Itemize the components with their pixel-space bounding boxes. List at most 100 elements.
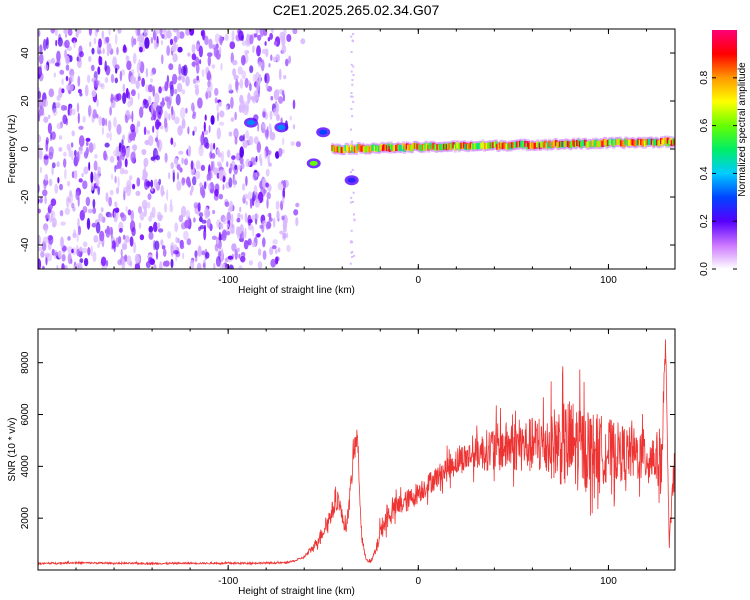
noise-cell xyxy=(234,111,237,121)
noise-cell xyxy=(215,256,221,267)
noise-cell xyxy=(39,166,42,174)
noise-cell xyxy=(138,222,142,229)
noise-cell xyxy=(78,146,83,152)
noise-cell xyxy=(141,149,147,155)
noise-cell xyxy=(350,63,353,66)
noise-cell xyxy=(187,126,190,135)
noise-cell xyxy=(47,114,51,120)
bottom-y-tick-label: 4000 xyxy=(20,455,31,478)
noise-cell xyxy=(205,92,209,100)
noise-cell xyxy=(276,210,280,220)
noise-cell xyxy=(199,225,205,230)
noise-cell xyxy=(134,262,141,269)
signal-cell xyxy=(247,120,255,126)
noise-cell xyxy=(152,85,155,97)
noise-cell xyxy=(249,34,254,45)
noise-cell xyxy=(60,221,66,226)
noise-cell xyxy=(349,262,352,265)
noise-cell xyxy=(200,164,206,171)
noise-cell xyxy=(166,189,169,201)
noise-cell xyxy=(138,33,145,43)
noise-cell xyxy=(290,141,296,147)
noise-cell xyxy=(161,34,165,39)
noise-cell xyxy=(100,83,105,90)
noise-cell xyxy=(66,84,70,91)
noise-cell xyxy=(224,201,230,208)
noise-cell xyxy=(190,160,194,170)
noise-cell xyxy=(229,41,236,50)
noise-cell xyxy=(264,150,267,160)
top-y-tick-label: 40 xyxy=(20,47,31,59)
noise-cell xyxy=(90,64,95,72)
noise-cell xyxy=(77,75,81,87)
noise-cell xyxy=(157,228,164,233)
noise-cell xyxy=(350,229,353,232)
noise-cell xyxy=(120,214,127,222)
noise-cell xyxy=(201,250,206,256)
noise-cell xyxy=(53,72,56,78)
noise-cell xyxy=(126,55,130,61)
noise-cell xyxy=(69,84,74,91)
noise-cell xyxy=(241,214,243,220)
noise-cell xyxy=(70,73,74,83)
noise-cell xyxy=(172,172,175,183)
noise-cell xyxy=(252,226,255,237)
noise-cell xyxy=(79,92,83,97)
noise-cell xyxy=(239,206,242,213)
noise-cell xyxy=(106,225,110,235)
noise-cell xyxy=(60,236,64,248)
noise-cell xyxy=(166,97,172,110)
noise-cell xyxy=(292,99,296,110)
noise-cell xyxy=(211,235,217,240)
noise-cell xyxy=(164,152,168,163)
noise-cell xyxy=(59,69,65,75)
noise-cell xyxy=(136,122,141,128)
noise-cell xyxy=(350,128,352,131)
noise-cell xyxy=(134,253,140,264)
noise-cell xyxy=(115,146,119,153)
noise-cell xyxy=(218,193,224,200)
noise-cell xyxy=(77,88,82,94)
noise-cell xyxy=(90,182,94,191)
noise-cell xyxy=(352,65,355,68)
noise-cell xyxy=(160,40,164,46)
noise-cell xyxy=(282,233,287,241)
noise-cell xyxy=(54,252,60,257)
noise-cell xyxy=(263,189,267,194)
noise-cell xyxy=(143,98,147,106)
noise-cell xyxy=(123,169,129,175)
noise-cell xyxy=(137,76,141,81)
noise-cell xyxy=(96,114,99,119)
noise-cell xyxy=(273,41,278,46)
noise-cell xyxy=(83,166,89,175)
noise-cell xyxy=(249,65,254,74)
noise-cell xyxy=(262,123,266,129)
bottom-y-tick-label: 8000 xyxy=(20,351,31,374)
noise-cell xyxy=(195,44,201,51)
noise-cell xyxy=(257,248,262,256)
noise-cell xyxy=(350,51,353,53)
noise-cell xyxy=(351,168,354,171)
noise-cell xyxy=(200,30,204,37)
noise-cell xyxy=(262,250,267,260)
noise-cell xyxy=(186,176,191,186)
bottom-y-axis-label: SNR (10 * v/v) xyxy=(7,418,18,482)
noise-cell xyxy=(43,155,49,160)
noise-cell xyxy=(275,200,280,210)
noise-cell xyxy=(281,196,285,205)
noise-cell xyxy=(146,129,150,135)
noise-cell xyxy=(59,183,63,191)
noise-cell xyxy=(113,116,117,128)
noise-cell xyxy=(281,90,285,97)
noise-cell xyxy=(143,178,149,191)
noise-cell xyxy=(300,38,306,45)
noise-cell xyxy=(159,125,164,130)
noise-cell xyxy=(214,87,219,96)
noise-cell xyxy=(199,182,203,188)
noise-cell xyxy=(269,32,273,40)
noise-cell xyxy=(213,142,216,150)
noise-cell xyxy=(169,204,174,213)
noise-cell xyxy=(176,164,181,171)
noise-cell xyxy=(61,245,67,252)
noise-cell xyxy=(51,248,55,256)
